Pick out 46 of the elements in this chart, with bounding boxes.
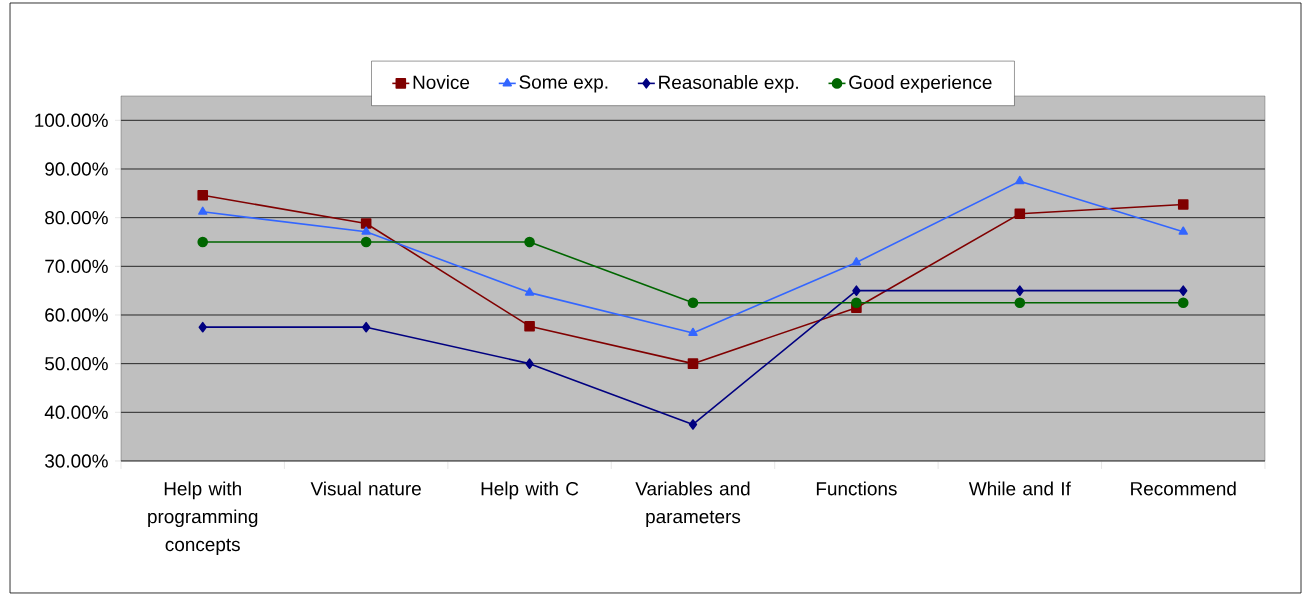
legend-label: Good experience	[849, 75, 992, 93]
point	[197, 189, 209, 201]
point	[197, 236, 209, 248]
y-tick-label: 50.00%	[45, 356, 108, 371]
x-tick-label: Functions	[816, 481, 897, 496]
point	[524, 320, 535, 332]
point	[1015, 175, 1025, 185]
y-tick-label: 40.00%	[44, 405, 108, 420]
x-tick-label: Variables and parameters	[635, 481, 750, 528]
y-tick-label: 100.00%	[35, 113, 108, 128]
legend-label: Reasonable exp.	[659, 75, 798, 93]
point	[687, 297, 699, 309]
point	[1015, 285, 1024, 296]
legend-label: Novice	[413, 75, 470, 89]
point	[852, 285, 861, 296]
point	[1014, 297, 1026, 309]
point	[688, 419, 698, 430]
point	[360, 236, 372, 248]
y-tick-label: 30.00%	[45, 454, 108, 468]
point	[1178, 226, 1188, 235]
point	[1177, 199, 1189, 210]
x-tick-label: Help with C	[481, 481, 579, 500]
point	[524, 287, 535, 296]
point	[851, 297, 862, 309]
point	[1177, 297, 1189, 309]
point	[198, 206, 208, 215]
point	[361, 226, 371, 235]
point	[524, 236, 535, 248]
y-tick-label: 80.00%	[45, 210, 108, 225]
point	[361, 321, 371, 333]
point	[360, 218, 372, 229]
x-tick-label: Recommend	[1131, 481, 1236, 496]
point	[525, 358, 534, 369]
x-tick-label: While and If	[968, 481, 1071, 496]
point	[688, 327, 698, 337]
point	[851, 257, 862, 266]
point	[1014, 208, 1026, 220]
y-tick-label: 90.00%	[45, 162, 108, 176]
legend-label: Some exp.	[519, 75, 608, 93]
x-tick-label: Help with programming concepts	[148, 481, 258, 555]
y-tick-label: 70.00%	[45, 259, 108, 274]
point	[687, 358, 699, 369]
x-tick-label: Visual nature	[310, 481, 421, 496]
point	[198, 321, 207, 333]
point	[1179, 285, 1188, 296]
y-tick-label: 60.00%	[45, 308, 108, 322]
